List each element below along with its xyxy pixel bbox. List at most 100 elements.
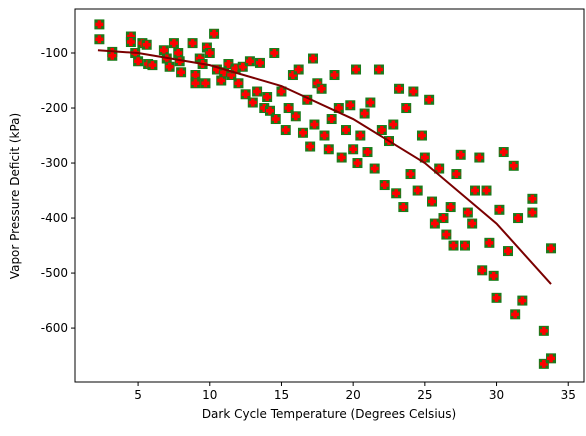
marker-plus [360, 109, 369, 118]
marker-plus [475, 153, 484, 162]
marker-plus [399, 203, 408, 212]
point [448, 240, 459, 251]
marker-plus [349, 145, 358, 154]
point [438, 213, 449, 224]
point [455, 149, 466, 160]
y-tick-label: -400 [41, 211, 68, 225]
point [527, 207, 538, 218]
marker-plus [370, 164, 379, 173]
point [280, 125, 291, 136]
point [276, 86, 287, 97]
marker-plus [374, 65, 383, 74]
marker-plus [174, 49, 183, 58]
point [252, 86, 263, 97]
marker-plus [518, 296, 527, 305]
point [269, 48, 280, 59]
marker-plus [356, 131, 365, 140]
point [488, 270, 499, 281]
point [538, 358, 549, 369]
marker-plus [471, 186, 480, 195]
point [209, 28, 220, 39]
point [401, 103, 412, 114]
point [470, 185, 481, 196]
point [441, 229, 452, 240]
marker-plus [468, 219, 477, 228]
marker-plus [210, 29, 219, 38]
marker-plus [409, 87, 418, 96]
marker-plus [428, 197, 437, 206]
point [494, 204, 505, 215]
point [394, 83, 405, 94]
x-axis-label: Dark Cycle Temperature (Degrees Celsius) [202, 407, 456, 421]
point [362, 147, 373, 158]
point [94, 19, 105, 30]
marker-plus [504, 247, 513, 256]
marker-plus [306, 142, 315, 151]
point [474, 152, 485, 163]
fit-line [97, 49, 552, 285]
point [508, 160, 519, 171]
marker-plus [245, 57, 254, 66]
x-tick-label: 30 [489, 388, 504, 402]
marker-plus [452, 170, 461, 179]
point [373, 64, 384, 75]
marker-plus [265, 106, 274, 115]
marker-plus [148, 61, 157, 70]
marker-plus [134, 57, 143, 66]
marker-plus [241, 90, 250, 99]
marker-plus [547, 354, 556, 363]
marker-plus [460, 241, 469, 250]
marker-plus [126, 38, 135, 47]
point [491, 292, 502, 303]
point [158, 45, 169, 56]
point [462, 207, 473, 218]
marker-plus [291, 112, 300, 121]
x-tick-label: 15 [274, 388, 289, 402]
marker-plus [380, 181, 389, 190]
point [388, 119, 399, 130]
marker-plus [547, 244, 556, 253]
marker-plus [499, 148, 508, 157]
point [190, 70, 201, 81]
point [323, 144, 334, 155]
point [190, 78, 201, 89]
marker-plus [205, 49, 214, 58]
marker-plus [284, 104, 293, 113]
point [107, 50, 118, 61]
point [355, 130, 366, 141]
point [348, 144, 359, 155]
marker-plus [478, 266, 487, 275]
marker-plus [377, 126, 386, 135]
marker-plus [539, 359, 548, 368]
point [424, 94, 435, 105]
marker-plus [142, 40, 151, 49]
point [164, 61, 175, 72]
marker-plus [514, 214, 523, 223]
point [168, 38, 179, 49]
marker-plus [528, 208, 537, 217]
marker-plus [435, 164, 444, 173]
marker-plus [177, 68, 186, 77]
point [200, 78, 211, 89]
point [309, 119, 320, 130]
marker-plus [159, 46, 168, 55]
marker-plus [108, 51, 117, 60]
marker-plus [430, 219, 439, 228]
point [308, 53, 319, 64]
marker-plus [392, 189, 401, 198]
marker-plus [310, 120, 319, 129]
marker-plus [217, 76, 226, 85]
marker-plus [95, 35, 104, 44]
marker-plus [389, 120, 398, 129]
point [147, 60, 158, 71]
point [233, 78, 244, 89]
marker-plus [413, 186, 422, 195]
marker-plus [485, 238, 494, 247]
point [94, 34, 105, 45]
point [546, 353, 557, 364]
point [336, 152, 347, 163]
point [204, 48, 215, 59]
point [498, 147, 509, 158]
y-tick-label: -600 [41, 321, 68, 335]
marker-plus [309, 54, 318, 63]
